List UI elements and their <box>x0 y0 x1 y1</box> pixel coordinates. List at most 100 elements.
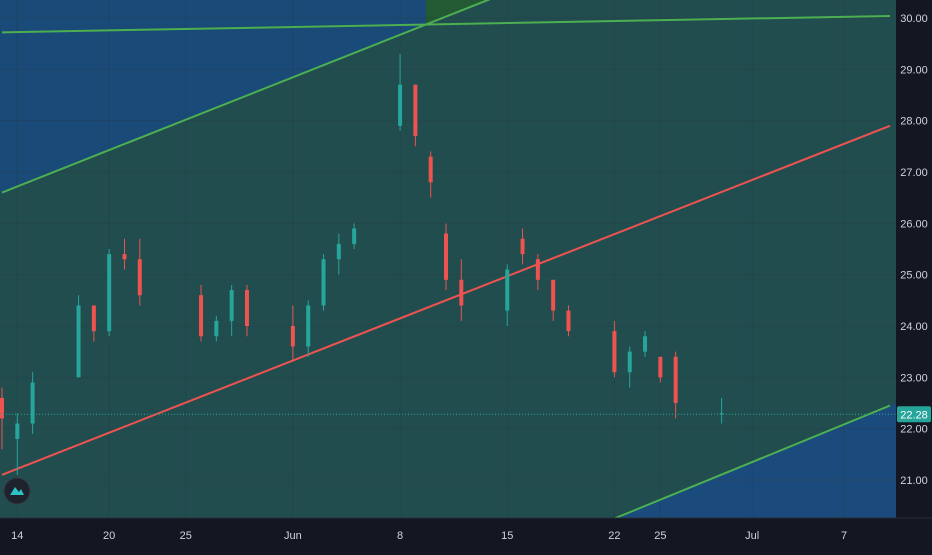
candle-body <box>658 356 663 378</box>
candle[interactable] <box>229 284 234 337</box>
candle-body <box>352 228 357 244</box>
candle[interactable] <box>30 372 35 434</box>
candle[interactable] <box>306 300 311 357</box>
price-tick-label: 23.00 <box>900 372 928 384</box>
candle-body <box>612 331 617 373</box>
price-tick-label: 25.00 <box>900 270 928 282</box>
candle-body <box>214 320 219 337</box>
price-axis-background <box>896 0 932 518</box>
candle[interactable] <box>643 331 648 357</box>
candle-body <box>199 295 204 337</box>
candle[interactable] <box>535 254 540 291</box>
candle-body <box>0 397 4 419</box>
last-price-label: 22.28 <box>900 409 928 421</box>
time-axis-background <box>0 518 932 550</box>
candle-body <box>76 305 81 378</box>
price-tick-label: 28.00 <box>900 116 928 128</box>
upper-left-corner-zone <box>0 0 426 33</box>
logo-mountain <box>10 487 24 495</box>
time-tick-label: 22 <box>608 530 620 542</box>
candle[interactable] <box>336 233 341 275</box>
candle[interactable] <box>76 295 81 378</box>
candle[interactable] <box>428 151 433 198</box>
time-tick-label: Jun <box>284 530 302 542</box>
price-tick-label: 21.00 <box>900 475 928 487</box>
candle-body <box>535 259 540 280</box>
candle[interactable] <box>459 259 464 321</box>
candle[interactable] <box>520 228 525 265</box>
trend-line[interactable] <box>1 14 891 34</box>
candle-body <box>551 279 556 311</box>
last-price-tag: 22.28 <box>897 406 931 423</box>
time-tick-label: 25 <box>180 530 192 542</box>
time-tick-label: 25 <box>654 530 666 542</box>
price-tick-label: 22.00 <box>900 424 928 436</box>
candle-body <box>107 254 112 332</box>
candle[interactable] <box>137 238 142 306</box>
candle[interactable] <box>505 264 510 326</box>
candle[interactable] <box>199 284 204 342</box>
time-axis[interactable]: 14 20 25 Jun 8 15 22 25 Jul 7 <box>0 517 932 550</box>
candle[interactable] <box>444 223 448 291</box>
candle-body <box>673 356 678 403</box>
candle[interactable] <box>566 305 571 337</box>
candle-body <box>91 305 96 332</box>
price-axis[interactable]: 21.00 22.00 23.00 24.00 25.00 26.00 27.00 28.00… <box>896 0 932 518</box>
candle-body <box>398 84 403 126</box>
price-tick-label: 30.00 <box>900 13 928 25</box>
candle[interactable] <box>551 279 556 321</box>
candle-body <box>306 305 311 347</box>
candle[interactable] <box>398 53 403 131</box>
candle[interactable] <box>719 397 724 424</box>
trend-line[interactable] <box>1 124 891 476</box>
candle-body <box>566 310 571 332</box>
candle[interactable] <box>0 387 4 450</box>
candle-body <box>428 156 433 183</box>
candle-body <box>643 336 648 352</box>
candle-body <box>122 254 127 260</box>
candle[interactable] <box>627 346 632 388</box>
candle[interactable] <box>122 238 127 270</box>
candle-body <box>321 259 326 306</box>
price-tick-label: 24.00 <box>900 321 928 333</box>
candle-body <box>413 84 418 137</box>
candle-body <box>520 238 525 255</box>
candle[interactable] <box>244 284 249 337</box>
candle[interactable] <box>352 223 357 249</box>
price-tick-label: 29.00 <box>900 64 928 76</box>
candle[interactable] <box>290 305 295 362</box>
trend-line[interactable] <box>614 404 891 520</box>
candle-body <box>719 413 724 415</box>
candle[interactable] <box>214 315 219 342</box>
trend-lines[interactable] <box>1 0 891 520</box>
candle[interactable] <box>321 254 326 311</box>
time-tick-label: 15 <box>501 530 513 542</box>
time-tick-label: 8 <box>397 530 403 542</box>
candle[interactable] <box>15 413 20 475</box>
time-tick-label: 7 <box>841 530 847 542</box>
candle-body <box>290 326 295 347</box>
time-tick-label: Jul <box>745 530 759 542</box>
trend-line[interactable] <box>1 0 507 194</box>
candle[interactable] <box>413 84 418 147</box>
candle[interactable] <box>673 351 678 419</box>
price-tick-label: 27.00 <box>900 167 928 179</box>
candle-body <box>336 243 341 260</box>
tradingview-logo-icon[interactable] <box>3 477 31 505</box>
candle-body <box>137 259 142 296</box>
candle[interactable] <box>658 356 663 383</box>
price-tick-label: 26.00 <box>900 218 928 230</box>
candle-series[interactable] <box>0 53 724 475</box>
candle-body <box>229 290 234 321</box>
candle-body <box>15 423 20 439</box>
candle[interactable] <box>612 320 617 378</box>
candle[interactable] <box>107 249 112 337</box>
candle-body <box>244 290 249 326</box>
candle[interactable] <box>91 305 96 342</box>
candle-body <box>627 351 632 373</box>
candle-body <box>505 269 510 311</box>
candle-body <box>30 382 35 424</box>
last-price-box <box>897 406 931 423</box>
